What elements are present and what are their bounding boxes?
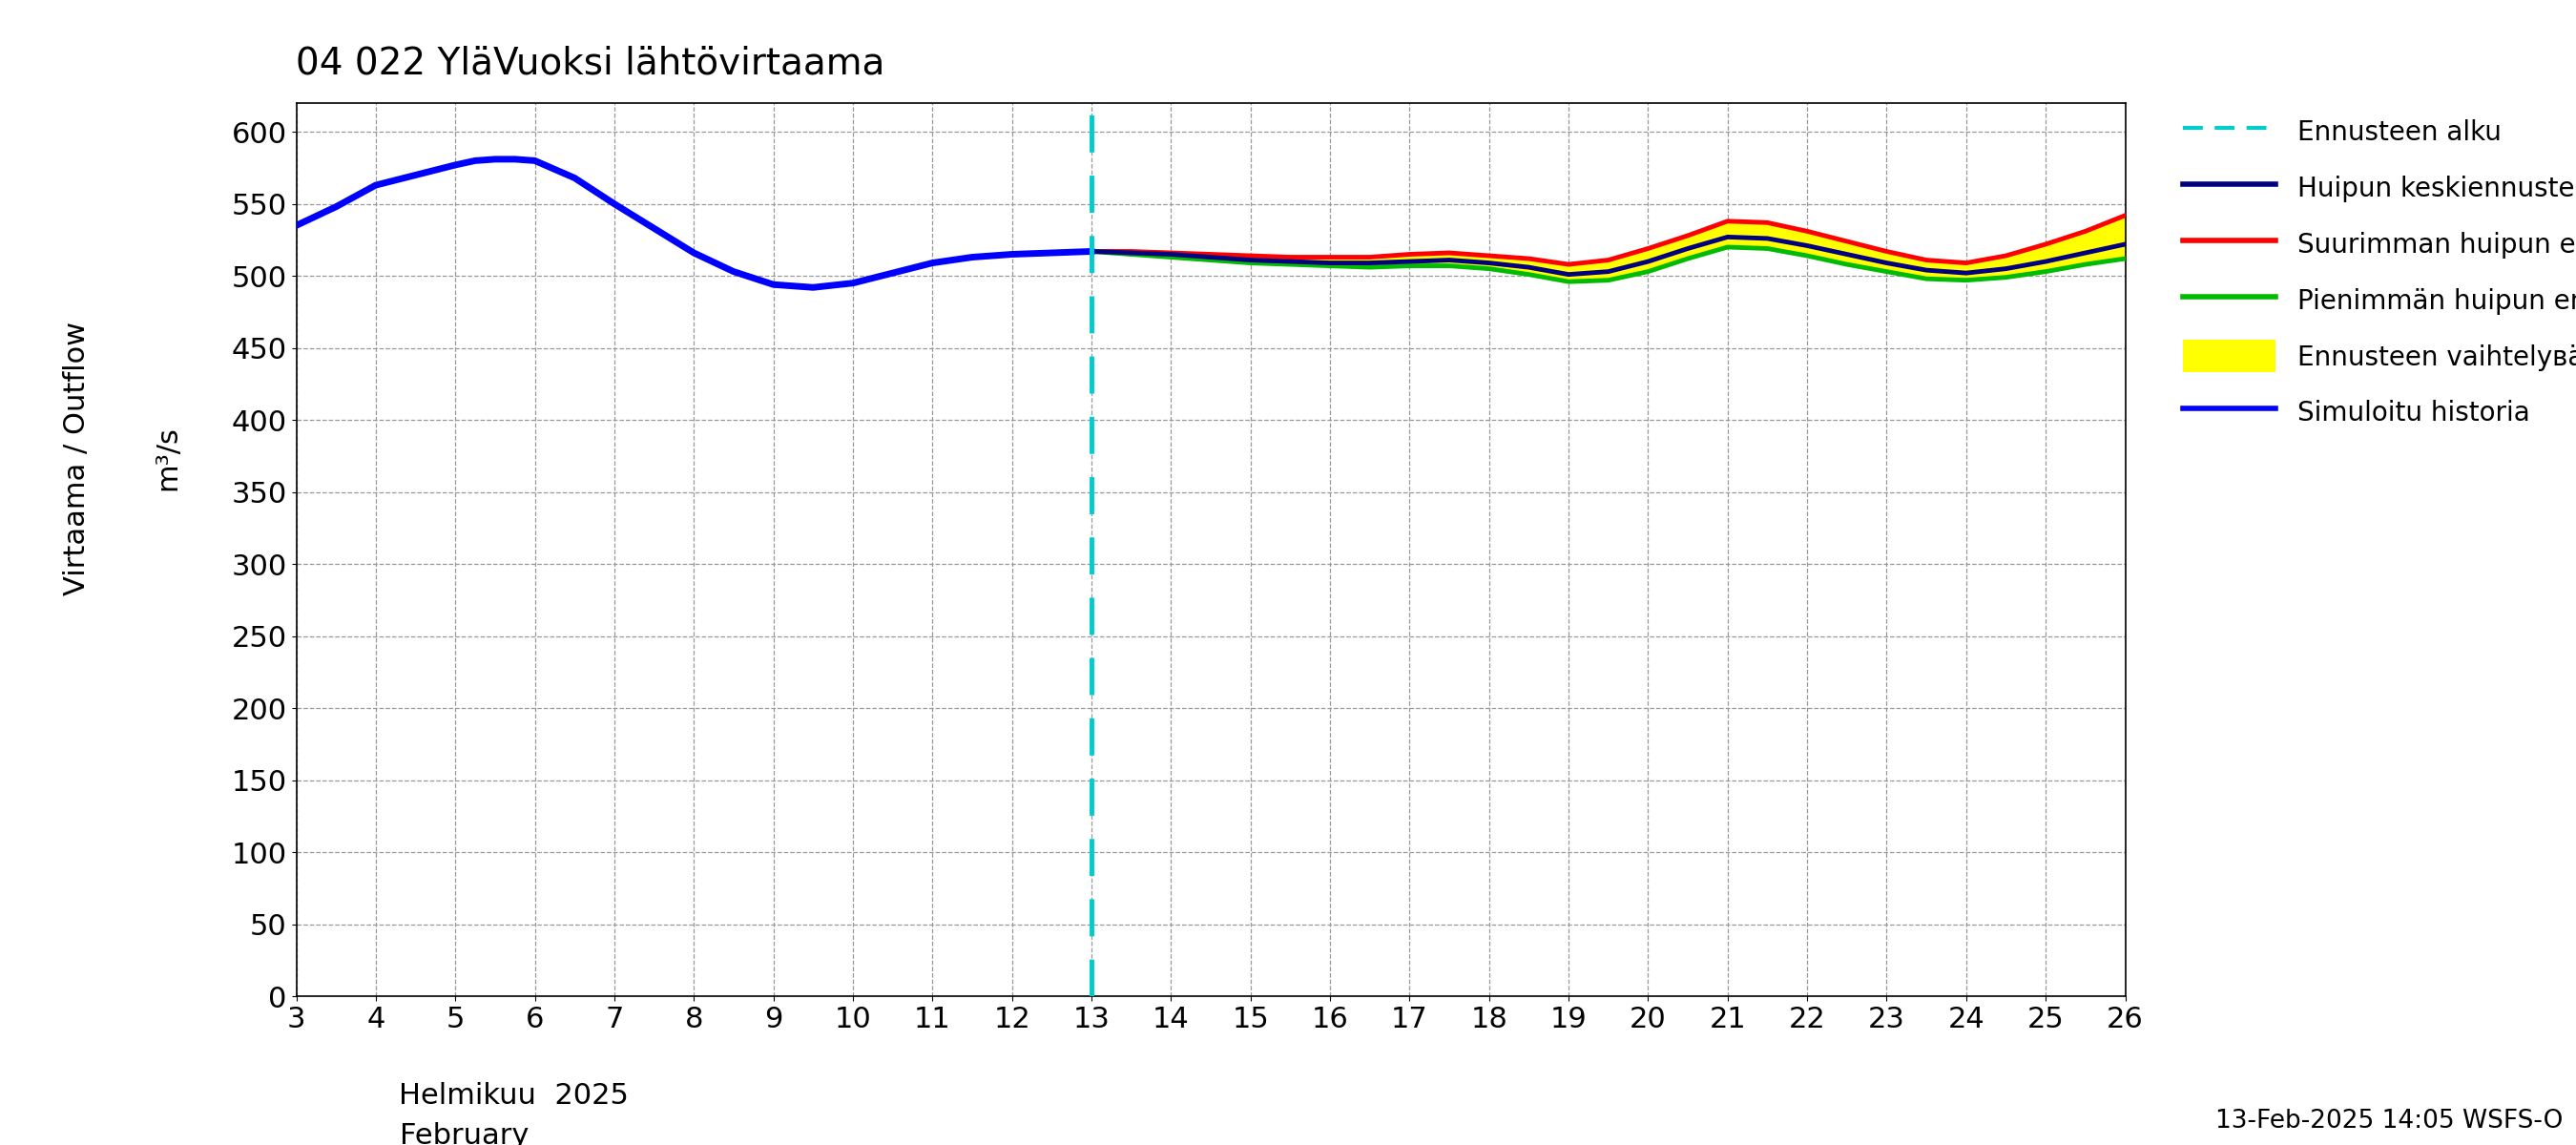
Text: m³/s: m³/s [155,426,180,490]
Legend: Ennusteen alku, Huipun keskiennuste, Suurimman huipun ennuste, Pienimmän huipun : Ennusteen alku, Huipun keskiennuste, Suu… [2174,108,2576,436]
Text: Virtaama / Outflow: Virtaama / Outflow [64,321,90,595]
Text: 04 022 YläVuoksi lähtövirtaama: 04 022 YläVuoksi lähtövirtaama [296,46,886,82]
Text: Helmikuu  2025: Helmikuu 2025 [399,1082,629,1110]
Text: February: February [399,1122,528,1145]
Text: 13-Feb-2025 14:05 WSFS-O: 13-Feb-2025 14:05 WSFS-O [2215,1108,2563,1134]
